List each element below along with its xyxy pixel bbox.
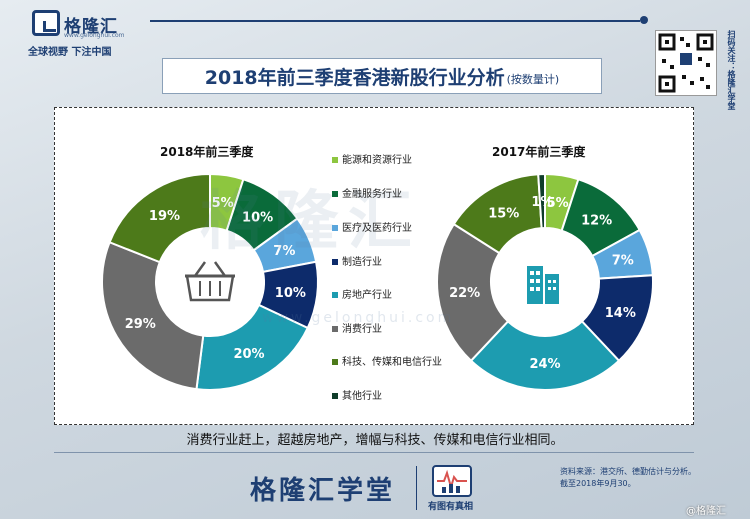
legend-label: 房地产行业	[342, 290, 392, 301]
source-note: 资料来源：港交所、德勤估计与分析。 截至2018年9月30。	[560, 466, 745, 490]
pie-data-label: 12%	[581, 214, 612, 229]
legend-swatch	[332, 359, 338, 365]
pie-data-label: 14%	[605, 306, 636, 321]
source-line: 资料来源：港交所、德勤估计与分析。	[560, 467, 696, 476]
pie-data-label: 7%	[273, 244, 295, 259]
pie-data-label: 10%	[242, 210, 273, 225]
pie-slice	[108, 172, 211, 264]
brand-name: 格隆汇学堂	[250, 476, 396, 506]
header-divider	[150, 16, 648, 24]
legend-swatch	[332, 292, 338, 298]
legend-label: 制造行业	[342, 257, 382, 268]
pie-data-label: 5%	[212, 196, 234, 211]
pie-slice	[101, 240, 205, 391]
legend-item: 医疗及医药行业	[332, 222, 444, 235]
footer-divider	[54, 452, 694, 453]
pie-data-label: 7%	[612, 253, 634, 268]
building-icon	[527, 266, 559, 304]
legend-item: 金融服务行业	[332, 188, 444, 201]
title-note: (按数量计)	[506, 73, 560, 86]
pie-chart-2018: 5% 10% 7% 10% 20% 29% 19%	[101, 172, 319, 391]
legend-item: 科技、传媒和电信行业	[332, 356, 444, 369]
qr-caption: 扫码关注：格隆汇学堂	[727, 30, 736, 110]
pie-data-label: 20%	[233, 347, 264, 362]
legend-item: 制造行业	[332, 256, 444, 269]
legend-item: 能源和资源行业	[332, 154, 444, 167]
pie-data-label: 15%	[488, 206, 519, 221]
legend-item: 房地产行业	[332, 289, 444, 302]
logo-url: www.gelonghui.com	[64, 32, 125, 39]
title-bar: 2018年前三季度香港新股行业分析 (按数量计)	[162, 58, 602, 94]
chart-title-2018: 2018年前三季度	[160, 145, 254, 159]
legend-swatch	[332, 259, 338, 265]
legend-label: 科技、传媒和电信行业	[342, 357, 442, 368]
pie-chart-2017: 5% 12% 7% 14% 24% 22% 15% 1%	[436, 172, 654, 391]
legend-swatch	[332, 225, 338, 231]
pie-slice	[537, 172, 546, 230]
chart-app-icon	[432, 465, 472, 497]
logo-slogan: 全球视野 下注中国	[28, 47, 112, 58]
source-date: 截至2018年9月30。	[560, 479, 636, 488]
pie-data-label: 29%	[125, 317, 156, 332]
pie-data-label: 1%	[531, 195, 553, 210]
logo-name: 格隆汇	[64, 17, 118, 37]
pie-data-label: 19%	[149, 209, 180, 224]
legend-item: 消费行业	[332, 323, 444, 336]
pie-slice	[469, 319, 621, 391]
pie-data-label: 5%	[547, 196, 569, 211]
corner-watermark: @格隆汇	[686, 506, 726, 517]
brand-divider	[416, 466, 417, 510]
legend-item: 其他行业	[332, 390, 444, 403]
legend-label: 消费行业	[342, 324, 382, 335]
legend-label: 其他行业	[342, 391, 382, 402]
watermark: 格隆汇	[200, 185, 422, 259]
watermark-url: www.gelonghui.com	[262, 310, 455, 326]
chart-title-2017: 2017年前三季度	[492, 145, 586, 159]
page-title: 2018年前三季度香港新股行业分析	[204, 66, 505, 89]
chart-caption: 消费行业赶上，超越房地产，增幅与科技、传媒和电信行业相同。	[186, 433, 564, 448]
logo: 格隆汇 www.gelonghui.com 全球视野 下注中国	[8, 8, 138, 58]
legend-label: 能源和资源行业	[342, 155, 412, 166]
pie-data-label: 22%	[449, 286, 480, 301]
app-label: 有图有真相	[428, 502, 474, 512]
legend-swatch	[332, 393, 338, 399]
pie-data-label: 10%	[275, 286, 306, 301]
qr-code-icon	[655, 30, 717, 96]
logo-g-icon	[32, 10, 60, 36]
legend-label: 金融服务行业	[342, 189, 402, 200]
legend-swatch	[332, 157, 338, 163]
pie-slice	[436, 222, 510, 363]
basket-icon	[185, 261, 235, 302]
legend-label: 医疗及医药行业	[342, 223, 412, 234]
legend-swatch	[332, 191, 338, 197]
legend-swatch	[332, 326, 338, 332]
pie-data-label: 24%	[529, 357, 560, 372]
